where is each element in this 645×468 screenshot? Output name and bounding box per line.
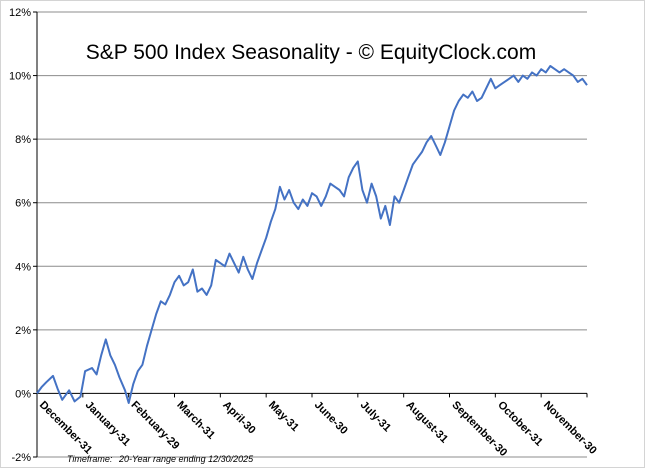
- x-tick-label: July-31: [358, 399, 393, 434]
- x-tick-label: March-31: [174, 399, 217, 442]
- y-tick-label: -2%: [11, 452, 31, 464]
- footer-timeframe-label: Timeframe:: [67, 454, 113, 464]
- gridlines: [37, 11, 587, 458]
- x-tick-label: November-30: [541, 399, 599, 457]
- x-tick-label: February-29: [129, 399, 182, 452]
- chart-title: S&P 500 Index Seasonality - © EquityCloc…: [86, 41, 536, 64]
- x-tick-label: April-30: [220, 399, 257, 436]
- x-tick-label: August-31: [404, 399, 451, 446]
- x-tick-label: January-31: [83, 399, 133, 449]
- x-tick-label: October-31: [495, 399, 545, 449]
- y-tick-label: 12%: [9, 7, 31, 19]
- x-axis: December-31January-31February-29March-31…: [36, 392, 599, 459]
- series-group: [36, 65, 588, 404]
- series-line: [36, 65, 588, 404]
- y-tick-label: 2%: [15, 325, 31, 337]
- y-tick-label: 6%: [15, 198, 31, 210]
- x-tick-label: June-30: [312, 399, 350, 437]
- y-axis: -2% 0% 2% 4% 6% 8% 10% 12%: [9, 7, 38, 464]
- y-tick-label: 4%: [15, 261, 31, 273]
- y-tick-label: 10%: [9, 71, 31, 83]
- y-tick-label: 8%: [15, 134, 31, 146]
- footer-timeframe: 20-Year range ending 12/30/2025: [118, 454, 254, 464]
- y-tick-label: 0%: [15, 388, 31, 400]
- x-tick-label: May-31: [266, 399, 301, 434]
